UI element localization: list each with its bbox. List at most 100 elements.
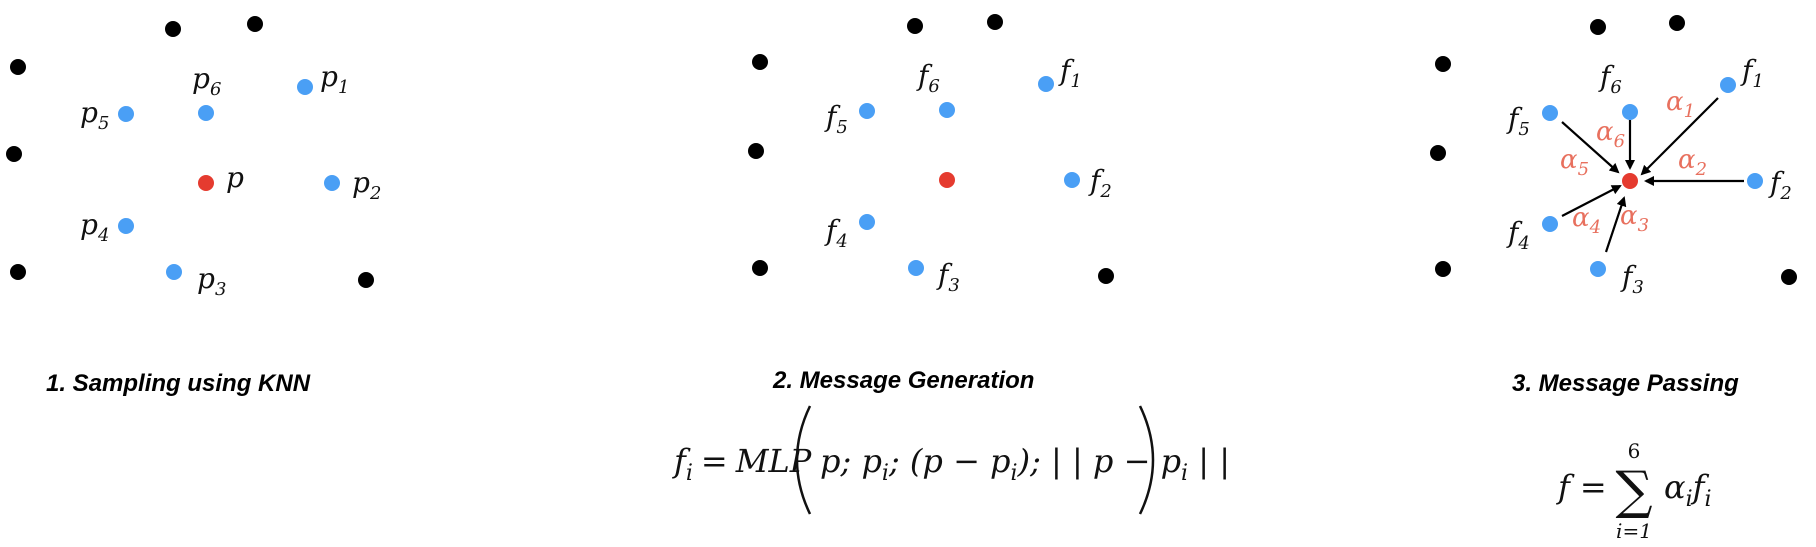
formula-left-paren xyxy=(795,405,812,515)
point-neighbor xyxy=(166,264,182,280)
point-neighbor xyxy=(324,175,340,191)
point-black xyxy=(247,16,263,32)
label-subscript: 3 xyxy=(1638,215,1649,236)
weight-label-3: α3 xyxy=(1620,201,1649,236)
label-subscript: 5 xyxy=(98,113,109,134)
point-neighbor xyxy=(1720,77,1736,93)
formula-lhs: f xyxy=(1556,468,1575,506)
center-label: p xyxy=(226,161,244,194)
neighbor-label-6: p6 xyxy=(192,62,221,100)
label-subscript: 6 xyxy=(210,79,221,100)
neighbor-label-1: p1 xyxy=(320,60,349,98)
label-subscript: 2 xyxy=(1099,181,1111,202)
label-subscript: 6 xyxy=(928,76,939,97)
label-subscript: 6 xyxy=(1610,77,1621,98)
point-neighbor xyxy=(297,79,313,95)
formula-arg-sub-2: i xyxy=(1011,461,1018,486)
point-black xyxy=(752,260,768,276)
point-neighbor xyxy=(1542,105,1558,121)
formula-right-paren xyxy=(1138,405,1155,515)
label-subscript: 4 xyxy=(97,225,109,246)
label-subscript: 4 xyxy=(1589,217,1601,238)
weight-label-5: α5 xyxy=(1560,145,1589,180)
neighbor-label-5: p5 xyxy=(80,96,109,134)
weight-label-2: α2 xyxy=(1678,145,1707,180)
arrow-alpha-5 xyxy=(1561,121,1620,174)
neighbor-label-2: f2 xyxy=(1768,166,1792,204)
point-neighbor xyxy=(198,105,214,121)
weight-label-6: α6 xyxy=(1596,117,1625,152)
formula-term: α xyxy=(1664,468,1686,506)
arrow-alpha-4 xyxy=(1561,185,1622,217)
label-subscript: 3 xyxy=(1632,277,1643,298)
panel-sampling: p p1 p2 p3 p4 p5 p6 1. Sampling using KN… xyxy=(6,16,381,397)
neighbor-label-3: p3 xyxy=(197,262,226,300)
label-subscript: 1 xyxy=(1070,71,1081,92)
point-neighbor xyxy=(1542,216,1558,232)
point-neighbor xyxy=(118,106,134,122)
point-black xyxy=(1669,15,1685,31)
formula-term-sub: i xyxy=(1686,487,1693,512)
point-black xyxy=(1590,19,1606,35)
neighbor-label-1: f1 xyxy=(1740,54,1764,92)
formula-mlp: MLP xyxy=(735,442,812,480)
point-black xyxy=(165,21,181,37)
point-black xyxy=(1781,269,1797,285)
point-black xyxy=(1435,261,1451,277)
panel-message-passing: f1 f2 f3 f4 f5 f6 α1 α2 α3 α4 α5 α6 3. M… xyxy=(1430,15,1797,543)
formula-arg-3: ); | | p − p xyxy=(1017,442,1181,480)
sum-upper: 6 xyxy=(1628,439,1641,463)
point-black xyxy=(6,146,22,162)
point-black xyxy=(358,272,374,288)
point-center xyxy=(1622,173,1638,189)
formula-arg-sub-3: i xyxy=(1181,461,1188,486)
point-black xyxy=(10,59,26,75)
neighbor-label-3: f3 xyxy=(936,258,960,296)
panel-message-generation: f1 f2 f3 f4 f5 f6 2. Message Generation … xyxy=(672,14,1230,515)
formula-term2-sub: i xyxy=(1705,487,1712,512)
point-black xyxy=(987,14,1003,30)
arrow-alpha-1 xyxy=(1640,97,1719,176)
point-black xyxy=(1098,268,1114,284)
label-subscript: 5 xyxy=(1518,119,1529,140)
label-subscript: 5 xyxy=(1578,159,1589,180)
point-neighbor xyxy=(859,103,875,119)
neighbor-label-2: p2 xyxy=(352,166,381,204)
point-black xyxy=(1430,145,1446,161)
svg-text:fi=MLP: fi = MLP xyxy=(672,442,812,486)
neighbor-label-3: f3 xyxy=(1620,260,1644,298)
formula-eq: = xyxy=(1580,468,1607,506)
point-neighbor xyxy=(939,102,955,118)
point-black xyxy=(10,264,26,280)
neighbor-label-1: f1 xyxy=(1058,54,1082,92)
point-black xyxy=(1435,56,1451,72)
point-neighbor xyxy=(1622,104,1638,120)
formula-message-passing: f = 6 ∑ i=1 αifi xyxy=(1556,439,1712,543)
label-subscript: 4 xyxy=(835,231,847,252)
point-black xyxy=(907,18,923,34)
neighbor-label-6: f6 xyxy=(916,59,940,97)
sum-symbol: ∑ xyxy=(1615,461,1652,521)
label-subscript: 3 xyxy=(948,275,959,296)
formula-arg-1: p; p xyxy=(820,442,882,480)
neighbor-label-4: f4 xyxy=(824,214,848,252)
formula-lhs-sub: i xyxy=(686,461,693,486)
neighbor-label-2: f2 xyxy=(1088,164,1112,202)
point-neighbor xyxy=(1038,76,1054,92)
label-subscript: 6 xyxy=(1614,131,1625,152)
neighbor-label-4: p4 xyxy=(80,208,109,246)
point-center xyxy=(198,175,214,191)
point-neighbor xyxy=(1747,173,1763,189)
point-black xyxy=(748,143,764,159)
point-neighbor xyxy=(1064,172,1080,188)
formula-message-generation: fi = MLP p; pi; (p − pi); | | p − pi | | xyxy=(672,405,1230,515)
label-subscript: 2 xyxy=(1779,183,1791,204)
svg-text:p; pi; (p − pi); | | p − pi |: p; pi; (p − pi); | | p − pi | | xyxy=(820,442,1230,486)
weight-label-1: α1 xyxy=(1666,87,1695,122)
point-neighbor xyxy=(118,218,134,234)
caption-message-passing: 3. Message Passing xyxy=(1512,370,1739,397)
svg-text:f=: f = xyxy=(1556,468,1607,506)
point-center xyxy=(939,172,955,188)
